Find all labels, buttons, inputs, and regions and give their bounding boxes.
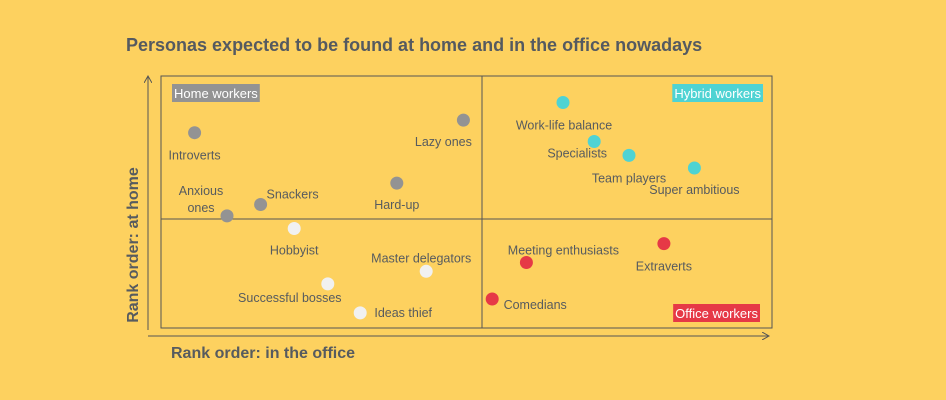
point-marker — [220, 209, 234, 223]
data-point-10: Master delegators — [371, 251, 471, 278]
chart-title: Personas expected to be found at home an… — [126, 35, 703, 55]
point-label: Team players — [592, 171, 666, 185]
data-point-13: Meeting enthusiasts — [508, 244, 619, 269]
data-point-0: Introverts — [169, 126, 221, 163]
data-point-1: Lazy ones — [415, 113, 472, 149]
point-label: Snackers — [267, 188, 319, 202]
point-marker — [485, 292, 499, 306]
point-marker — [321, 277, 335, 291]
point-label: Introverts — [169, 149, 221, 163]
quadrant-label-office: Office workers — [673, 304, 760, 322]
data-point-12: Ideas thief — [353, 306, 433, 320]
quadrant-label-badge — [673, 304, 760, 322]
x-axis-label: Rank order: in the office — [171, 345, 355, 362]
point-label: Extraverts — [636, 260, 692, 274]
data-points: Introverts Lazy ones Anxious ones Snackers Ha… — [169, 96, 740, 320]
point-label: Successful bosses — [238, 291, 342, 305]
point-marker — [254, 198, 268, 211]
quadrant-label-badge — [672, 84, 763, 102]
point-marker — [419, 264, 433, 278]
point-marker — [556, 96, 570, 109]
data-point-14: Extraverts — [636, 237, 692, 274]
data-point-15: Comedians — [485, 292, 567, 312]
point-marker — [287, 222, 301, 235]
plot-frame — [160, 75, 773, 329]
quadrant-label-badge — [172, 84, 260, 102]
data-point-4: Hard-up — [374, 176, 419, 212]
data-point-9: Hobbyist — [270, 222, 319, 258]
data-point-6: Specialists — [547, 135, 607, 161]
point-marker — [622, 148, 636, 162]
svg-text:Home workers: Home workers — [174, 86, 258, 101]
data-point-11: Successful bosses — [238, 277, 342, 305]
point-label: Master delegators — [371, 251, 471, 265]
point-marker — [456, 113, 470, 127]
point-marker — [353, 306, 367, 320]
point-label: Specialists — [547, 147, 607, 161]
point-marker — [587, 135, 601, 148]
point-marker — [390, 176, 404, 190]
point-marker — [188, 126, 202, 140]
data-point-3: Snackers — [254, 188, 319, 211]
point-label: Hobbyist — [270, 244, 319, 258]
data-point-7: Team players — [592, 148, 666, 185]
point-label: Work-life balance — [516, 119, 612, 133]
point-marker — [519, 256, 533, 269]
point-label: Lazy ones — [415, 135, 472, 149]
data-point-8: Super ambitious — [649, 161, 740, 197]
point-label: Anxious ones — [179, 184, 223, 215]
quadrant-label-home: Home workers — [172, 84, 260, 102]
point-label: Hard-up — [374, 198, 419, 212]
point-label: Ideas thief — [374, 306, 432, 320]
quadrant-label-hybrid: Hybrid workers — [672, 84, 763, 102]
svg-text:Hybrid workers: Hybrid workers — [674, 86, 761, 101]
quadrant-labels: Home workers Hybrid workers Office workers — [172, 84, 763, 322]
point-label: Meeting enthusiasts — [508, 244, 619, 258]
y-axis-label: Rank order: at home — [125, 167, 142, 323]
point-label: Comedians — [504, 298, 567, 312]
data-point-5: Work-life balance — [516, 96, 612, 133]
point-marker — [687, 161, 701, 175]
svg-text:Office workers: Office workers — [675, 306, 758, 321]
data-point-2: Anxious ones — [179, 184, 234, 223]
point-label: Super ambitious — [649, 183, 739, 197]
point-marker — [657, 237, 671, 251]
